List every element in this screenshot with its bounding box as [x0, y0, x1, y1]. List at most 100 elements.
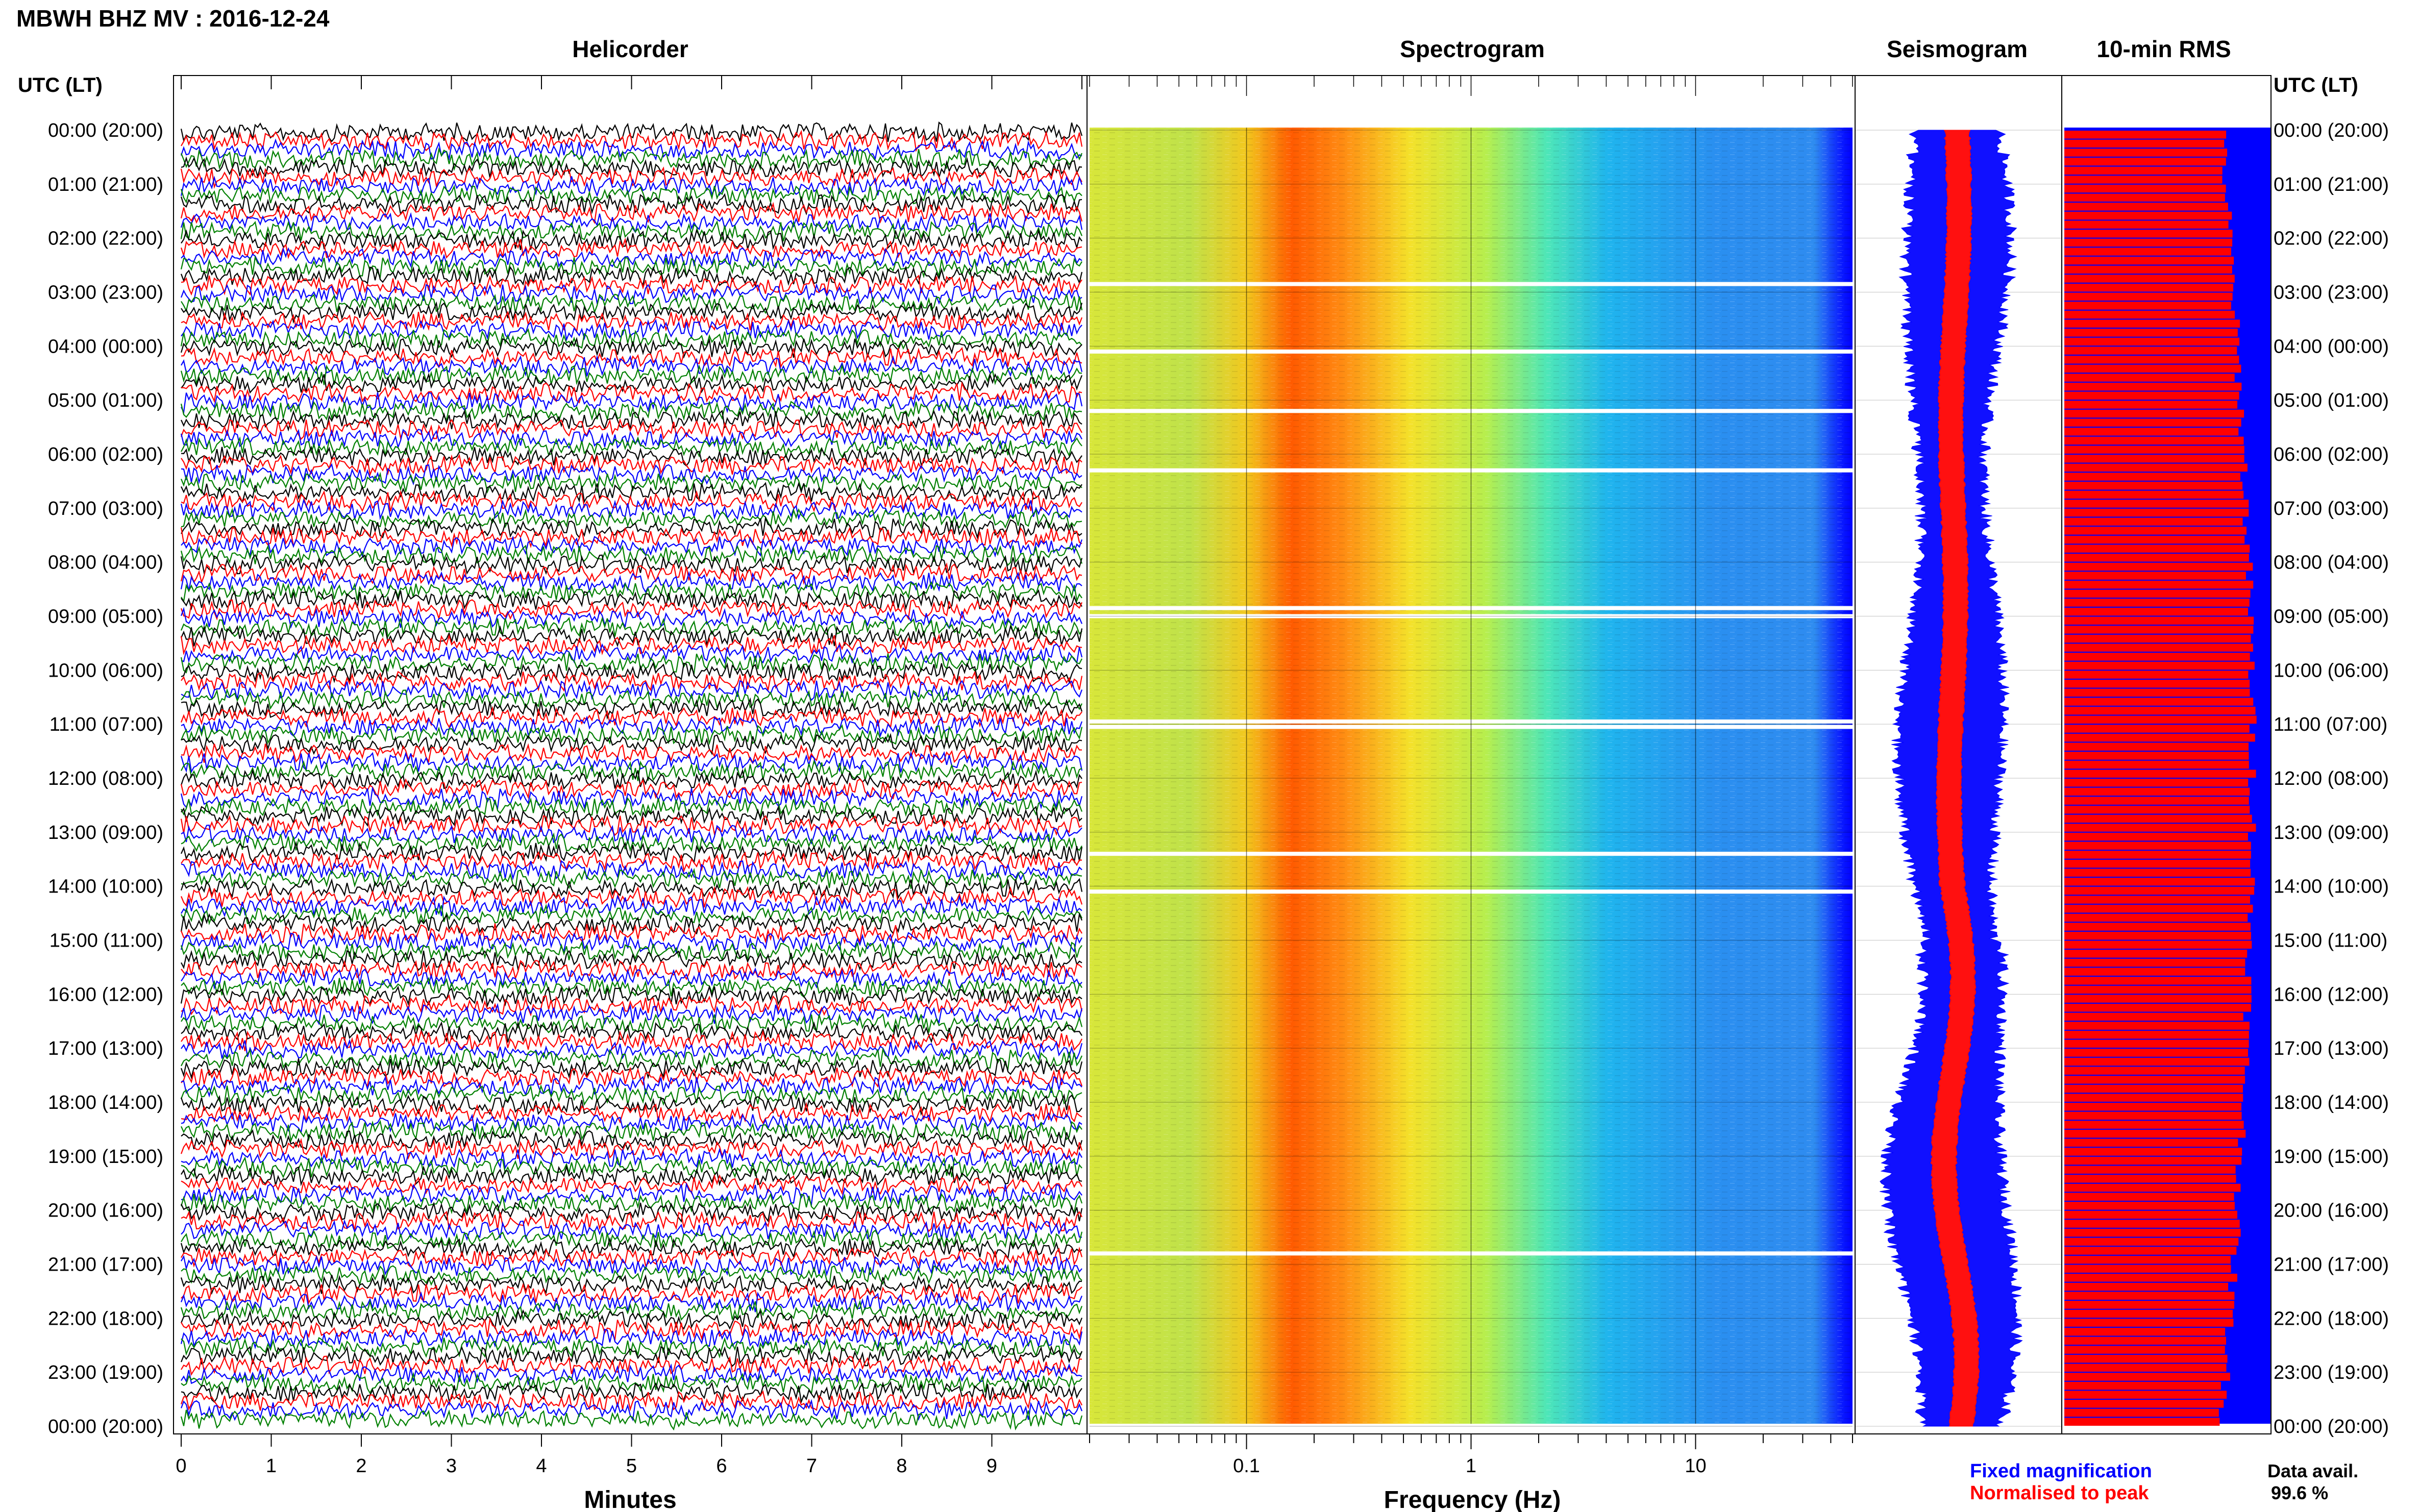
helicorder-trace	[180, 400, 1082, 423]
minutes-axis-label: Minutes	[584, 1486, 676, 1512]
helicorder-trace	[180, 237, 1082, 259]
rms-bar	[2064, 1067, 2245, 1075]
time-label-left: 05:00 (01:00)	[48, 390, 163, 411]
rms-bar	[2064, 1354, 2228, 1363]
helicorder-trace	[181, 1164, 1082, 1187]
helicorder-trace	[180, 202, 1083, 225]
helicorder-trace	[181, 1021, 1082, 1044]
time-label-right: 04:00 (00:00)	[2274, 336, 2389, 357]
rms-bar	[2064, 1103, 2241, 1111]
rms-bar	[2064, 1012, 2243, 1021]
rms-bar	[2064, 851, 2251, 859]
time-label-right: 17:00 (13:00)	[2274, 1038, 2389, 1059]
rms-bar	[2064, 148, 2228, 157]
helicorder-trace	[180, 283, 1082, 305]
rms-bar	[2064, 1274, 2237, 1282]
helicorder-trace	[181, 832, 1082, 855]
rms-bar	[2064, 1237, 2239, 1246]
right-time-axis: 00:00 (20:00) 01:00 (21:00) 02:00 (22:00) 0…	[2274, 120, 2389, 1437]
helicorder-trace	[180, 472, 1082, 494]
helicorder-trace	[181, 895, 1082, 918]
time-label-left: 08:00 (04:00)	[48, 552, 163, 574]
time-label-right: 10:00 (06:00)	[2274, 660, 2389, 681]
helicorder-trace	[180, 562, 1082, 585]
rms-bar	[2064, 554, 2249, 562]
minutes-tick-label: 4	[536, 1455, 547, 1477]
rms-bar	[2064, 310, 2235, 319]
helicorder-trace	[180, 121, 1083, 143]
helicorder-trace	[180, 651, 1082, 675]
time-label-left: 10:00 (06:00)	[48, 660, 163, 681]
helicorder-trace	[180, 328, 1082, 351]
time-label-right: 12:00 (08:00)	[2274, 768, 2389, 789]
time-label-right: 05:00 (01:00)	[2274, 390, 2389, 411]
helicorder-trace	[180, 769, 1082, 790]
helicorder-trace	[181, 318, 1082, 342]
rms-bar	[2064, 544, 2250, 553]
helicorder-trace	[180, 599, 1082, 621]
rms-bar	[2064, 688, 2250, 697]
rms-bar	[2064, 1292, 2235, 1300]
time-label-right: 21:00 (17:00)	[2274, 1254, 2389, 1276]
rms-bar	[2064, 904, 2253, 913]
rms-bar	[2064, 725, 2250, 733]
time-label-left: 00:00 (20:00)	[48, 1416, 163, 1437]
rms-bar	[2064, 1057, 2250, 1066]
helicorder-trace	[181, 580, 1082, 603]
helicorder-trace	[180, 1193, 1083, 1214]
helicorder-trace	[181, 643, 1083, 664]
time-label-left: 22:00 (18:00)	[48, 1308, 163, 1329]
helicorder-trace	[180, 553, 1083, 575]
rms-bar	[2064, 940, 2252, 949]
time-label-right: 16:00 (12:00)	[2274, 984, 2389, 1005]
rms-bar	[2064, 752, 2249, 760]
time-label-right: 01:00 (21:00)	[2274, 174, 2389, 195]
rms-bar	[2064, 832, 2248, 841]
rms-bar	[2064, 401, 2237, 409]
rms-bar	[2064, 607, 2248, 616]
helicorder-trace	[180, 219, 1083, 242]
helicorder-trace	[180, 878, 1083, 900]
minutes-tick-label: 3	[446, 1455, 457, 1477]
rms-bar	[2064, 364, 2241, 373]
helicorder-trace	[181, 435, 1082, 459]
rms-bars	[2064, 131, 2257, 1426]
rms-bar	[2064, 869, 2251, 877]
helicorder-trace	[181, 1029, 1082, 1052]
helicorder-trace	[181, 805, 1082, 828]
rms-bar	[2064, 886, 2255, 895]
rms-bar	[2064, 517, 2243, 526]
time-label-right: 20:00 (16:00)	[2274, 1200, 2389, 1222]
time-label-left: 18:00 (14:00)	[48, 1092, 163, 1113]
rms-bar	[2064, 968, 2245, 976]
helicorder-trace	[181, 1210, 1082, 1232]
rms-bar	[2064, 1408, 2219, 1417]
helicorder-trace	[180, 1093, 1082, 1116]
data-availability-label: Data avail.	[2267, 1460, 2358, 1481]
frequency-axis-label: Frequency (Hz)	[1384, 1486, 1561, 1512]
helicorder-trace	[180, 1120, 1082, 1143]
rms-bar	[2064, 157, 2226, 166]
minutes-tick-label: 0	[176, 1455, 186, 1477]
helicorder-trace	[181, 743, 1082, 765]
time-label-right: 00:00 (20:00)	[2274, 120, 2389, 141]
rms-bar	[2064, 409, 2244, 418]
rms-bar	[2064, 805, 2250, 814]
helicorder-trace	[180, 625, 1083, 648]
helicorder-title: Helicorder	[572, 36, 688, 62]
helicorder-trace	[181, 697, 1083, 720]
helicorder-trace	[181, 1336, 1082, 1359]
rms-bar	[2064, 680, 2250, 688]
rms-bar	[2064, 1228, 2241, 1237]
helicorder-trace	[181, 994, 1083, 1017]
helicorder-trace	[180, 706, 1082, 729]
helicorder-trace	[180, 786, 1083, 810]
helicorder-trace	[181, 903, 1082, 926]
helicorder-trace	[181, 688, 1082, 710]
time-label-left: 06:00 (02:00)	[48, 444, 163, 465]
time-label-right: 06:00 (02:00)	[2274, 444, 2389, 465]
rms-bar	[2064, 247, 2231, 256]
helicorder-trace	[181, 661, 1082, 684]
helicorder-trace	[180, 429, 1082, 450]
helicorder-trace	[181, 156, 1082, 179]
